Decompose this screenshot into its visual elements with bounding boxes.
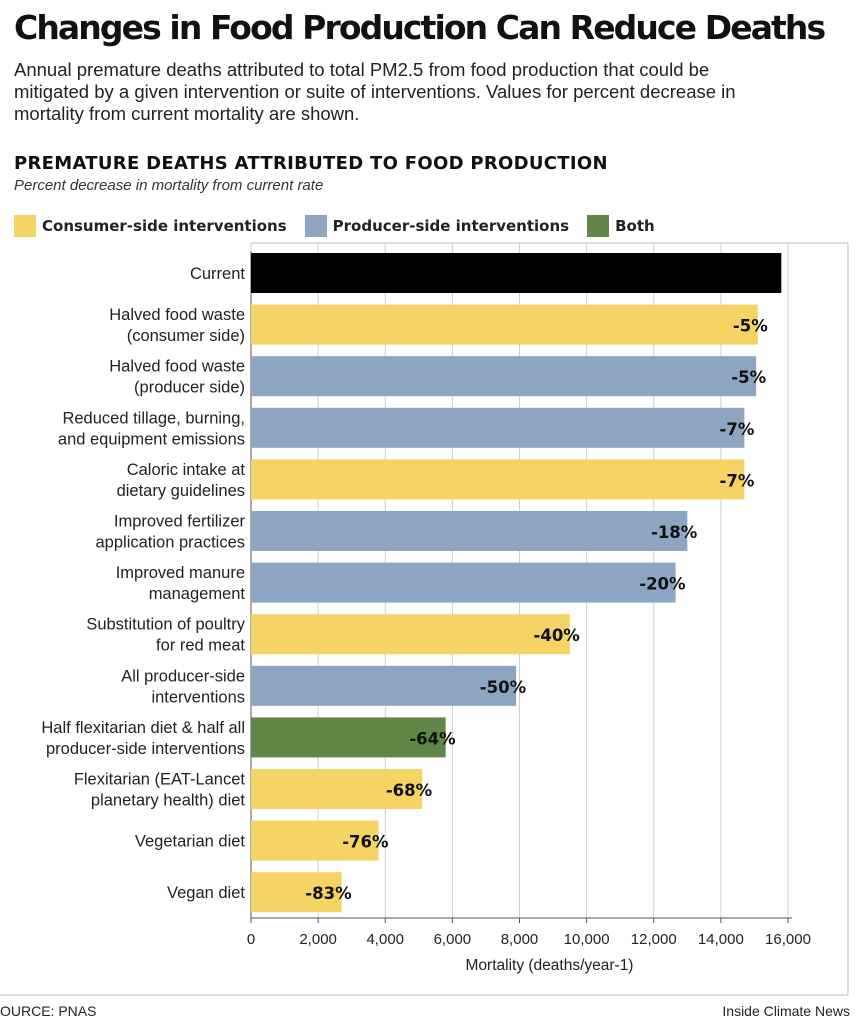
chart-legend: Consumer-side interventions Producer-sid… <box>14 214 673 238</box>
x-axis-label: Mortality (deaths/year-1) <box>466 957 634 974</box>
publisher-credit: Inside Climate News <box>722 1003 850 1019</box>
category-label: Vegan diet <box>167 884 245 902</box>
percent-label: -83% <box>305 884 352 903</box>
category-label: Improved fertilizer <box>114 513 246 531</box>
x-tick-label: 4,000 <box>366 931 404 948</box>
category-label: dietary guidelines <box>117 482 245 500</box>
bar <box>251 872 342 913</box>
percent-label: -20% <box>639 575 686 594</box>
bar <box>251 562 676 603</box>
chart-subtitle: Percent decrease in mortality from curre… <box>14 177 324 194</box>
percent-label: -18% <box>651 523 698 542</box>
category-label: Reduced tillage, burning, <box>62 409 245 427</box>
legend-item-producer: Producer-side interventions <box>304 215 570 237</box>
bar <box>251 665 517 706</box>
legend-swatch-both <box>587 215 610 237</box>
category-label: interventions <box>151 688 245 706</box>
legend-item-consumer: Consumer-side interventions <box>14 215 287 237</box>
page-subtitle: Annual premature deaths attributed to to… <box>14 59 736 124</box>
legend-label-producer: Producer-side interventions <box>332 217 570 235</box>
bar <box>251 511 688 551</box>
category-label: planetary health) diet <box>91 792 246 810</box>
bar <box>251 459 745 500</box>
category-label: for red meat <box>156 637 245 655</box>
percent-label: -5% <box>731 368 766 387</box>
bar <box>251 820 379 861</box>
legend-label-both: Both <box>615 217 655 235</box>
x-tick-label: 0 <box>247 931 255 948</box>
legend-label-consumer: Consumer-side interventions <box>42 217 287 235</box>
legend-swatch-consumer <box>14 215 36 237</box>
bar <box>251 614 570 655</box>
percent-label: -7% <box>719 471 754 490</box>
category-label: Improved manure <box>116 564 245 582</box>
category-label: management <box>149 585 246 603</box>
chart-title: PREMATURE DEATHS ATTRIBUTED TO FOOD PROD… <box>14 153 608 174</box>
bar <box>251 253 782 293</box>
category-label: (consumer side) <box>127 327 245 345</box>
category-label: (producer side) <box>134 379 245 397</box>
category-label: and equipment emissions <box>58 430 245 448</box>
bar <box>251 304 758 345</box>
percent-label: -5% <box>733 317 768 336</box>
category-label: Caloric intake at <box>127 461 246 479</box>
category-label: Halved food waste <box>109 358 245 376</box>
percent-label: -50% <box>480 678 527 697</box>
category-label: Flexitarian (EAT-Lancet <box>74 771 246 789</box>
page-title: Changes in Food Production Can Reduce De… <box>14 8 826 47</box>
bar <box>251 356 757 397</box>
bar <box>251 769 423 809</box>
category-label: application practices <box>96 534 246 552</box>
percent-label: -64% <box>409 729 456 748</box>
category-label: Half flexitarian diet & half all <box>41 719 245 737</box>
category-label: Vegetarian diet <box>135 833 246 851</box>
x-tick-label: 10,000 <box>564 931 610 948</box>
x-tick-label: 12,000 <box>631 931 677 948</box>
bar <box>251 407 745 448</box>
x-tick-label: 6,000 <box>434 931 472 948</box>
percent-label: -7% <box>719 420 754 439</box>
bar <box>251 717 446 758</box>
bar-chart: 0 2,000 4,000 6,000 8,000 10,000 12,000 14,000 1… <box>0 242 849 996</box>
x-tick-label: 8,000 <box>501 931 539 948</box>
legend-swatch-producer <box>304 215 327 237</box>
category-label: Substitution of poultry <box>86 616 245 634</box>
category-label: Halved food waste <box>109 306 245 324</box>
category-label: producer-side interventions <box>46 740 245 758</box>
percent-label: -76% <box>342 833 389 852</box>
category-label: All producer-side <box>121 667 245 685</box>
percent-label: -40% <box>534 626 581 645</box>
category-label: Current <box>190 265 245 283</box>
x-tick-label: 2,000 <box>299 931 337 948</box>
percent-label: -68% <box>386 781 433 800</box>
x-tick-label: 14,000 <box>698 931 744 948</box>
legend-item-both: Both <box>587 215 655 237</box>
x-tick-label: 16,000 <box>765 931 811 948</box>
source-credit: OURCE: PNAS <box>0 1003 97 1019</box>
